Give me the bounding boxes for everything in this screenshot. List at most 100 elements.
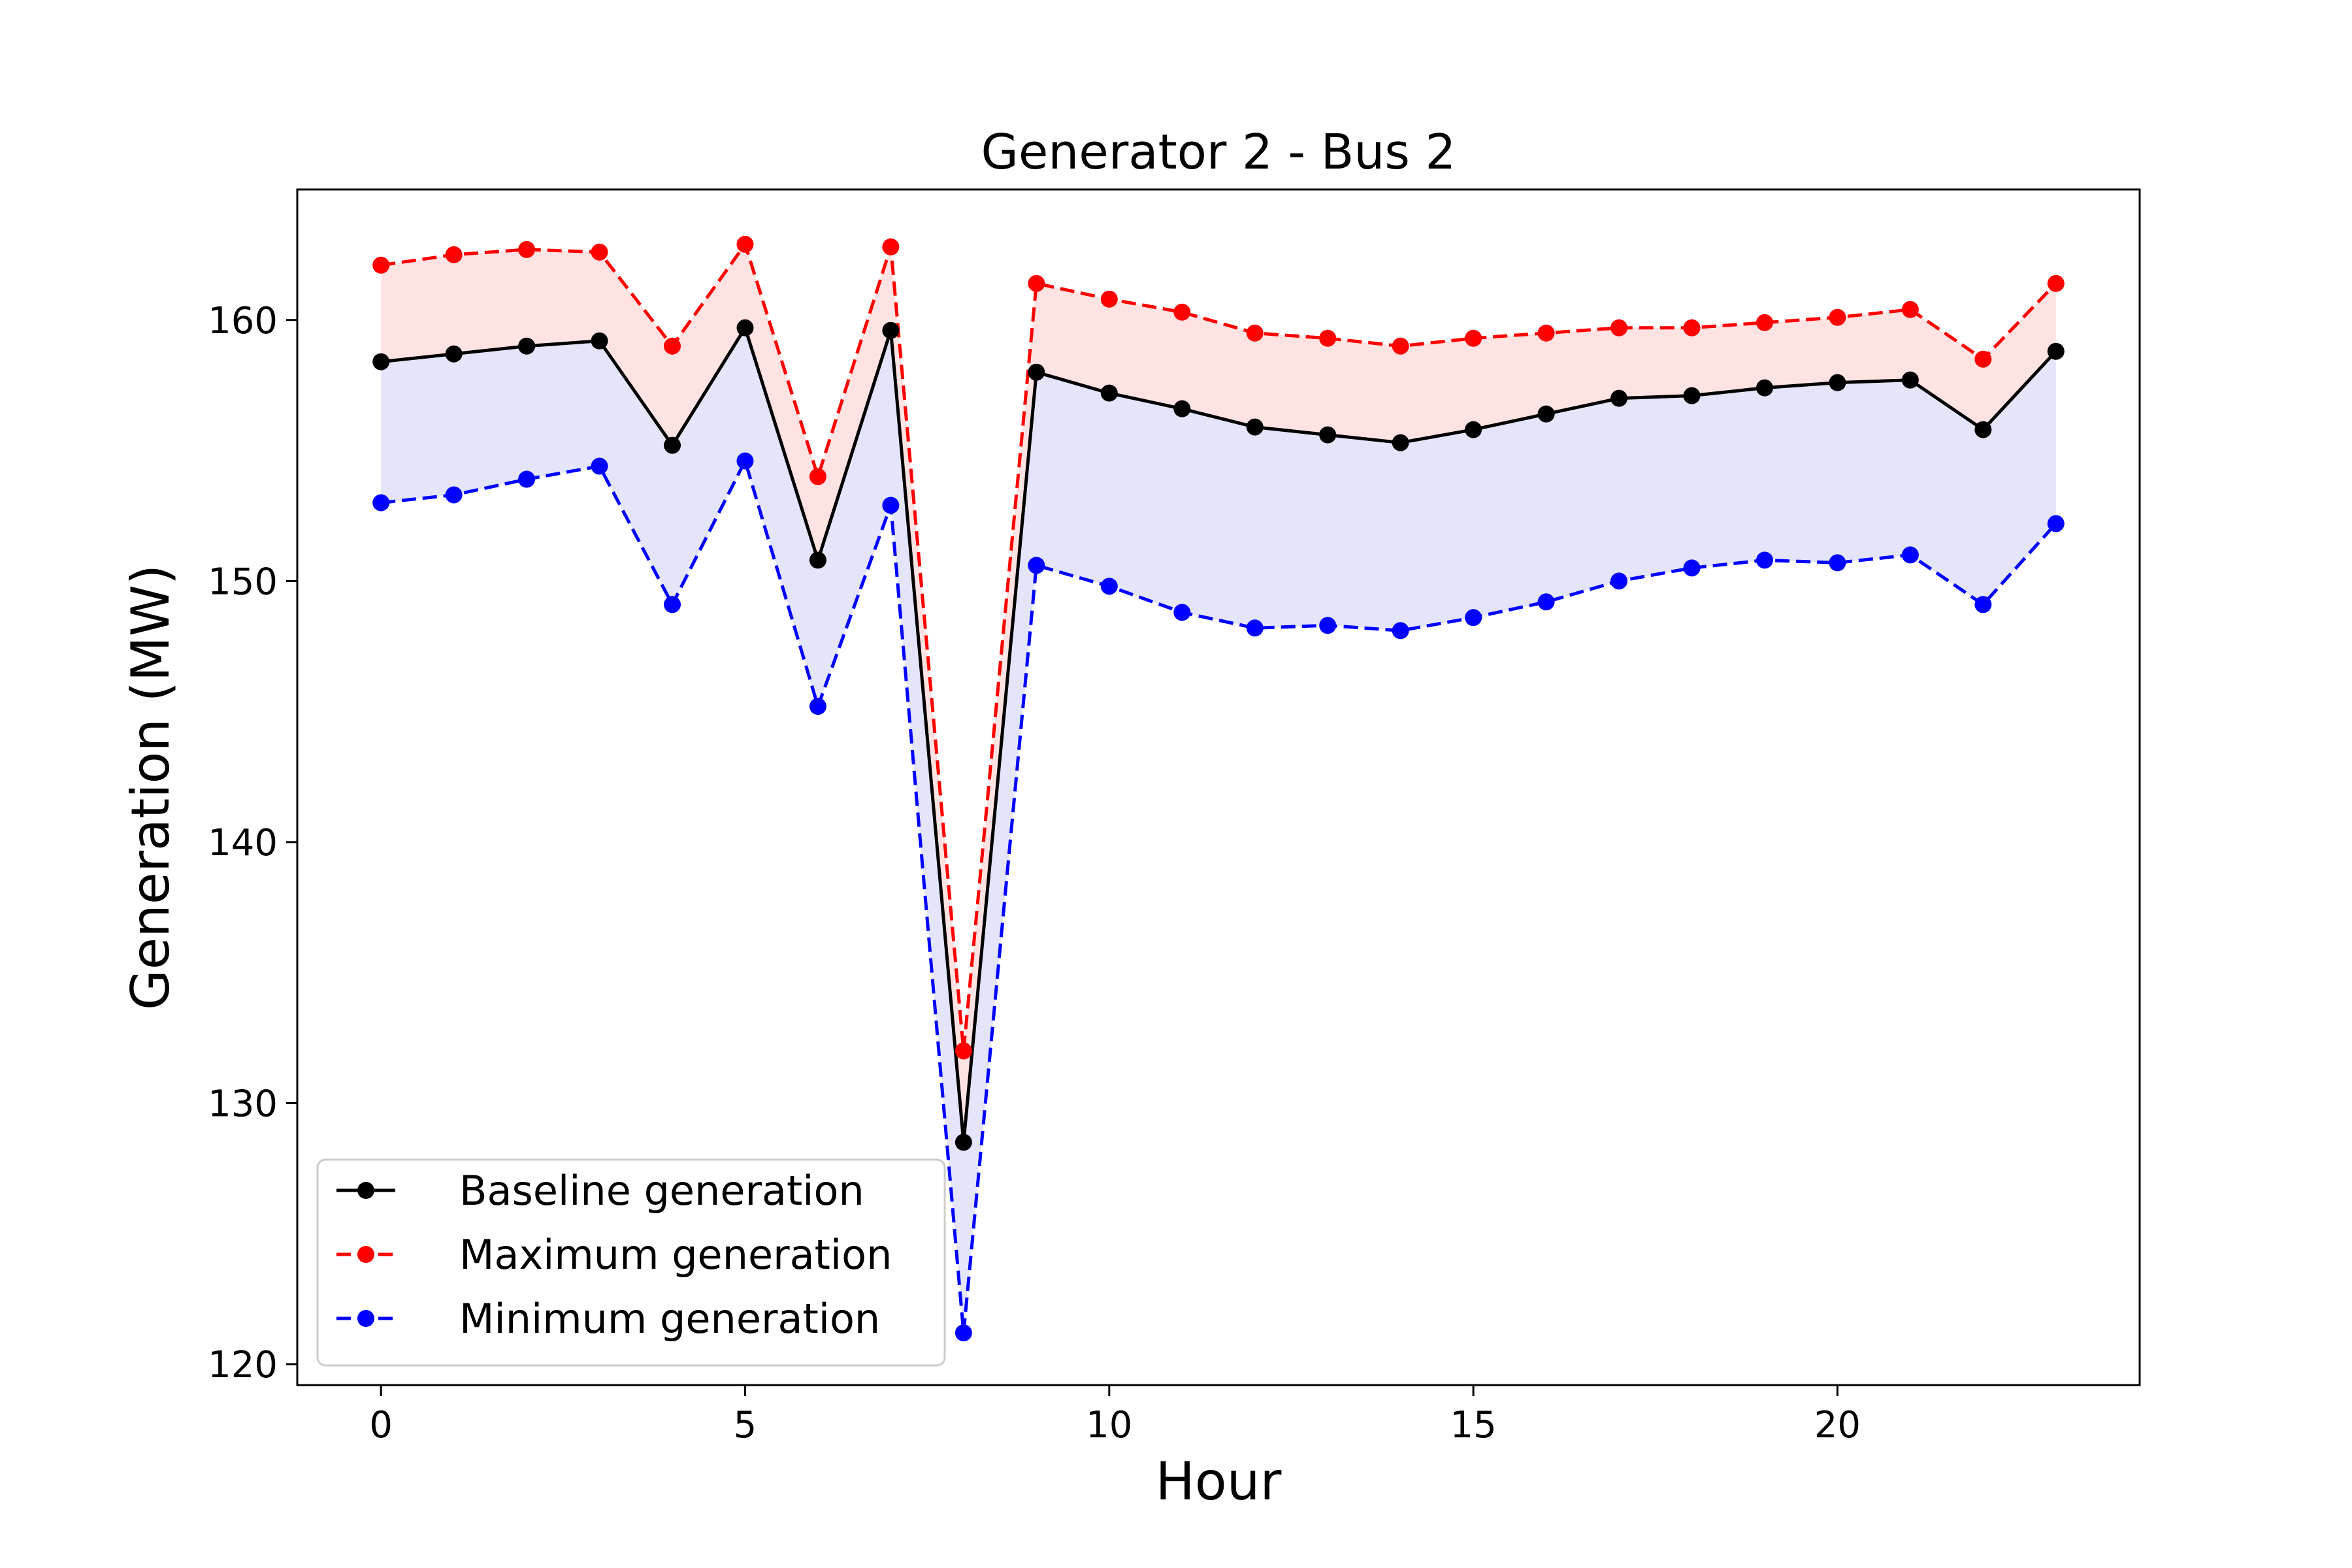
data-point-maximum-generation-17 (1610, 319, 1628, 336)
y-tick-label: 160 (208, 300, 278, 342)
data-point-minimum-generation-17 (1610, 572, 1628, 590)
legend: Baseline generation Maximum generation Min… (316, 1158, 946, 1367)
data-point-maximum-generation-3 (591, 243, 608, 261)
data-point-minimum-generation-15 (1465, 609, 1482, 627)
data-point-maximum-generation-20 (1829, 308, 1846, 326)
y-tick-label: 130 (208, 1083, 278, 1125)
x-tick-label: 0 (369, 1404, 393, 1446)
x-tick-label: 15 (1450, 1404, 1496, 1446)
data-point-baseline-generation-18 (1683, 387, 1701, 404)
data-point-minimum-generation-13 (1319, 617, 1337, 634)
data-point-baseline-generation-9 (1028, 363, 1045, 381)
data-point-baseline-generation-19 (1756, 379, 1773, 397)
data-point-baseline-generation-7 (882, 321, 900, 339)
data-point-baseline-generation-16 (1537, 405, 1555, 423)
data-point-maximum-generation-12 (1246, 324, 1264, 342)
legend-label: Baseline generation (459, 1167, 864, 1215)
data-point-minimum-generation-14 (1392, 622, 1409, 640)
data-point-baseline-generation-12 (1246, 418, 1264, 436)
data-point-maximum-generation-0 (372, 256, 390, 274)
data-point-maximum-generation-6 (809, 468, 826, 485)
chart-title: Generator 2 - Bus 2 (981, 124, 1456, 180)
fill-band-2 (381, 327, 2056, 1333)
data-point-minimum-generation-4 (664, 596, 681, 613)
data-point-maximum-generation-9 (1028, 274, 1045, 292)
data-point-minimum-generation-18 (1683, 559, 1701, 577)
data-point-maximum-generation-14 (1392, 337, 1409, 355)
data-point-minimum-generation-19 (1756, 551, 1773, 569)
x-tick-label: 10 (1086, 1404, 1132, 1446)
data-point-minimum-generation-1 (445, 486, 463, 504)
data-point-minimum-generation-22 (1974, 596, 1992, 613)
y-axis-label: Generation (MW) (120, 564, 181, 1010)
data-point-maximum-generation-5 (736, 235, 754, 253)
series-line-minimum-generation (380, 459, 2057, 1335)
data-point-maximum-generation-21 (1901, 301, 1919, 318)
legend-marker-swatch (357, 1182, 374, 1199)
data-point-minimum-generation-23 (2047, 515, 2065, 532)
legend-item-baseline-generation: Baseline generation (336, 1167, 864, 1215)
data-point-minimum-generation-6 (809, 698, 826, 715)
data-point-maximum-generation-1 (445, 246, 463, 263)
data-point-baseline-generation-6 (809, 551, 826, 569)
data-point-baseline-generation-17 (1610, 389, 1628, 407)
data-point-baseline-generation-23 (2047, 342, 2065, 360)
series-markers (372, 235, 2065, 1342)
data-point-maximum-generation-13 (1319, 329, 1337, 347)
data-point-minimum-generation-5 (736, 452, 754, 470)
x-axis-ticks: 0 5 10 15 20 (369, 1385, 1861, 1446)
series-lines (380, 242, 2057, 1335)
data-point-maximum-generation-23 (2047, 274, 2065, 292)
legend-items: Baseline generation Maximum generation Min… (336, 1167, 892, 1343)
data-point-minimum-generation-0 (372, 494, 390, 512)
legend-marker-swatch (357, 1310, 374, 1327)
y-tick-label: 120 (208, 1344, 278, 1386)
fill-band-1 (381, 244, 2056, 1143)
data-point-maximum-generation-8 (955, 1042, 972, 1060)
data-point-maximum-generation-16 (1537, 324, 1555, 342)
data-point-maximum-generation-10 (1100, 290, 1118, 308)
data-point-maximum-generation-7 (882, 238, 900, 255)
data-point-baseline-generation-20 (1829, 374, 1846, 391)
data-point-baseline-generation-14 (1392, 434, 1409, 451)
x-tick-label: 20 (1814, 1404, 1861, 1446)
y-tick-label: 150 (208, 561, 278, 603)
data-point-minimum-generation-20 (1829, 554, 1846, 572)
legend-item-minimum-generation: Minimum generation (336, 1295, 880, 1343)
y-axis-ticks: 120 130 140 150 160 (208, 300, 297, 1386)
plot-area-frame (296, 188, 2141, 1386)
data-point-minimum-generation-7 (882, 497, 900, 514)
data-point-baseline-generation-3 (591, 332, 608, 350)
data-point-baseline-generation-22 (1974, 421, 1992, 438)
data-point-maximum-generation-11 (1173, 303, 1191, 321)
legend-box (316, 1158, 946, 1367)
legend-marker-swatch (357, 1246, 374, 1263)
data-point-maximum-generation-4 (664, 337, 681, 355)
legend-label: Minimum generation (459, 1295, 880, 1343)
data-point-maximum-generation-2 (518, 240, 536, 258)
data-point-minimum-generation-9 (1028, 557, 1045, 574)
data-point-baseline-generation-0 (372, 353, 390, 370)
data-point-baseline-generation-4 (664, 436, 681, 454)
data-point-minimum-generation-8 (955, 1324, 972, 1342)
data-point-baseline-generation-1 (445, 345, 463, 363)
data-point-baseline-generation-5 (736, 319, 754, 336)
data-point-baseline-generation-13 (1319, 426, 1337, 444)
data-point-baseline-generation-15 (1465, 421, 1482, 438)
data-point-maximum-generation-19 (1756, 314, 1773, 331)
legend-item-maximum-generation: Maximum generation (336, 1231, 892, 1279)
data-point-baseline-generation-21 (1901, 371, 1919, 389)
data-point-minimum-generation-11 (1173, 604, 1191, 621)
band-fills (381, 244, 2056, 1333)
legend-label: Maximum generation (459, 1231, 892, 1279)
data-point-minimum-generation-12 (1246, 619, 1264, 637)
data-point-minimum-generation-21 (1901, 546, 1919, 564)
data-point-maximum-generation-22 (1974, 350, 1992, 368)
series-line-maximum-generation (380, 242, 2057, 1053)
data-point-minimum-generation-16 (1537, 593, 1555, 611)
data-point-maximum-generation-15 (1465, 329, 1482, 347)
data-point-baseline-generation-8 (955, 1134, 972, 1151)
data-point-baseline-generation-11 (1173, 400, 1191, 417)
